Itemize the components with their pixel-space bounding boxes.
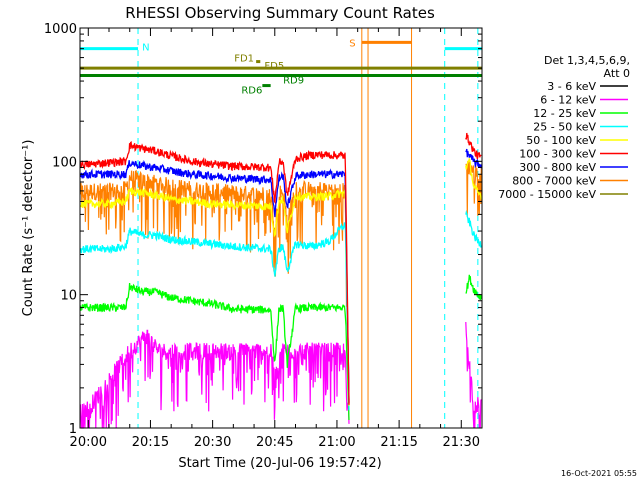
y-tick-label: 10 [60,289,77,304]
series-line-12-25-kev [79,274,482,421]
footer-timestamp: 16-Oct-2021 05:55 [561,469,637,478]
axes: 1 10 100 1000 20:00 20:15 20:30 20:45 21:00 21:15… [44,22,483,450]
x-axis-label: Start Time (20-Jul-06 19:57:42) [178,456,381,471]
legend-label: 50 - 100 keV [526,134,596,147]
legend-label: 12 - 25 keV [533,107,596,120]
chart-title: RHESSI Observing Summary Count Rates [125,4,435,22]
annotation-label-fd1: FD1 [234,54,254,65]
x-tick-label: 20:15 [132,435,169,450]
legend-label: 100 - 300 keV [519,148,596,161]
legend-label: 7000 - 15000 keV [498,188,596,201]
x-tick-label: 20:00 [70,435,107,450]
series-line-50-100-kev [79,158,482,406]
detector-info-line-1: Det 1,3,4,5,6,9, [544,54,630,67]
plot-frame [79,27,483,429]
legend-label: 25 - 50 keV [533,121,596,134]
x-tick-label: 21:30 [443,435,480,450]
annotation-label-rd6: RD6 [241,86,262,97]
x-tick-label: 20:45 [256,435,293,450]
series-line-100-300-kev [79,132,482,405]
detector-info-line-2: Att 0 [604,67,630,80]
legend-label: 3 - 6 keV [547,80,596,93]
series-line-25-50-kev [79,210,482,411]
annotation-label-rd9: RD9 [283,76,304,87]
legend-label: 800 - 7000 keV [512,175,596,188]
x-tick-label: 21:15 [380,435,417,450]
y-tick-label: 1 [69,422,77,437]
x-tick-label: 21:00 [318,435,355,450]
annotation-label-fd5: FD5 [264,61,284,72]
y-tick-label: 100 [52,155,77,170]
legend-label: 6 - 12 keV [540,94,596,107]
series-line-6-12-kev [79,321,482,429]
annotation-layer: N S FD1 FD5 RD9 RD6 [80,38,482,97]
y-tick-label: 1000 [44,22,77,37]
series-line-800-7000-kev [79,160,482,401]
annotation-label-s: S [349,38,355,49]
annotation-label-n: N [142,43,149,54]
legend-label: 300 - 800 keV [519,161,596,174]
y-axis-label: Count Rate (s⁻¹ detector⁻¹) [21,140,36,317]
x-tick-label: 20:30 [194,435,231,450]
